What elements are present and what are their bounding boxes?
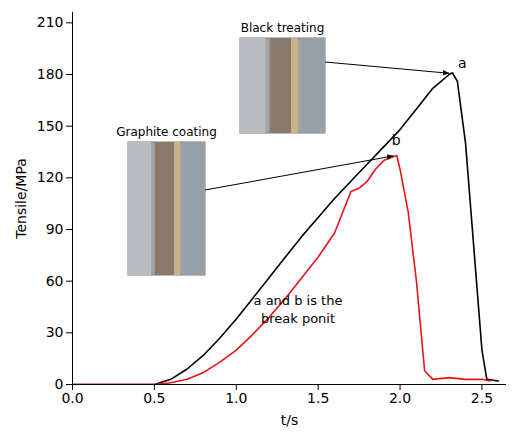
svg-text:a: a — [458, 55, 467, 71]
svg-text:30: 30 — [46, 324, 64, 340]
svg-text:0.5: 0.5 — [143, 390, 165, 406]
svg-text:150: 150 — [37, 118, 64, 134]
svg-text:a and b is thebreak ponit: a and b is thebreak ponit — [254, 293, 343, 326]
svg-text:2.0: 2.0 — [389, 390, 411, 406]
svg-text:Graphite coating: Graphite coating — [116, 125, 217, 139]
svg-text:60: 60 — [46, 273, 64, 289]
svg-text:210: 210 — [37, 14, 64, 30]
svg-text:120: 120 — [37, 169, 64, 185]
svg-text:0: 0 — [54, 376, 64, 392]
svg-text:1.0: 1.0 — [225, 390, 247, 406]
svg-text:0.0: 0.0 — [61, 390, 83, 406]
svg-text:1.5: 1.5 — [307, 390, 329, 406]
svg-text:b: b — [392, 132, 401, 148]
svg-text:Tensile/MPa: Tensile/MPa — [13, 158, 29, 240]
svg-text:90: 90 — [46, 221, 64, 237]
svg-text:t/s: t/s — [281, 412, 299, 428]
svg-text:2.5: 2.5 — [471, 390, 493, 406]
svg-text:Black treating: Black treating — [241, 21, 325, 35]
svg-text:180: 180 — [37, 66, 64, 82]
